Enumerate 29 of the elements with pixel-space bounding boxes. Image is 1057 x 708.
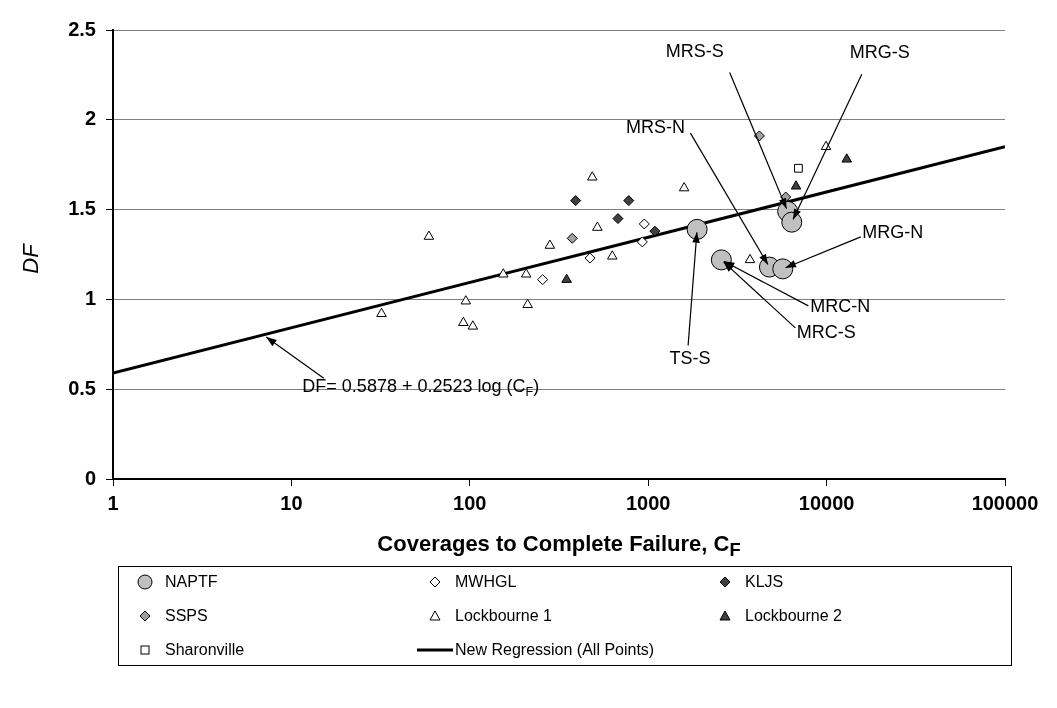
y-tick-label: 1 bbox=[84, 286, 96, 309]
legend-label: MWHGL bbox=[455, 573, 517, 591]
annotation: MRG-S bbox=[849, 42, 910, 63]
x-tick-label: 10000 bbox=[798, 491, 855, 514]
x-tick-label: 100 bbox=[453, 491, 487, 514]
x-axis-title: Coverages to Complete Failure, C$_{F}$ bbox=[376, 531, 742, 562]
legend-label: Lockbourne 2 bbox=[745, 607, 842, 625]
annotation: MRS-N bbox=[625, 117, 685, 138]
annotation: TS-S bbox=[669, 348, 711, 369]
x-tick-label: 1000 bbox=[625, 491, 671, 514]
x-tick-label: 1 bbox=[107, 491, 119, 514]
legend-label: Sharonville bbox=[165, 641, 245, 659]
annotation: MRC-N bbox=[810, 295, 871, 316]
legend-label: Lockbourne 1 bbox=[455, 607, 552, 625]
x-tick-label: 10 bbox=[280, 491, 303, 514]
y-tick-label: 2.5 bbox=[68, 17, 96, 40]
y-tick-label: 0.5 bbox=[68, 376, 96, 399]
y-tick-label: 0 bbox=[84, 466, 96, 489]
annotation: MRG-N bbox=[862, 221, 924, 242]
annotation: MRC-S bbox=[796, 321, 856, 342]
annotation: MRS-S bbox=[665, 41, 724, 62]
legend-label: NAPTF bbox=[165, 573, 218, 591]
y-tick-label: 1.5 bbox=[68, 197, 96, 220]
legend-label: SSPS bbox=[165, 607, 208, 625]
legend-label: New Regression (All Points) bbox=[455, 641, 655, 659]
y-tick-label: 2 bbox=[84, 107, 96, 130]
legend-label: KLJS bbox=[745, 573, 784, 591]
x-tick-label: 100000 bbox=[971, 491, 1039, 514]
y-axis-title: DF bbox=[17, 244, 44, 274]
